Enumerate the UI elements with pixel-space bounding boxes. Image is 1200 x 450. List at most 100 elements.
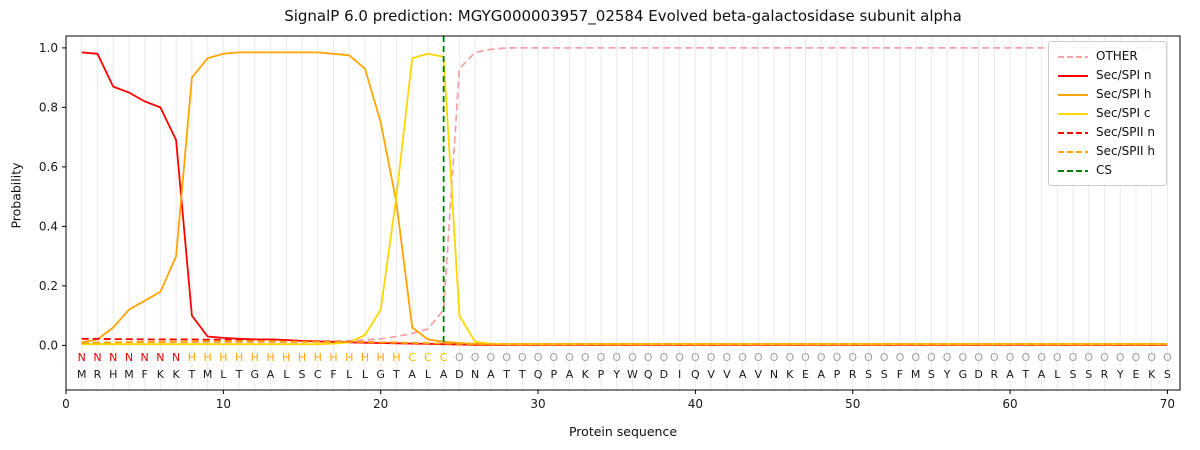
sequence-letter: A bbox=[267, 368, 275, 381]
sequence-letter: G bbox=[376, 368, 385, 381]
region-letter: N bbox=[141, 351, 149, 364]
y-tick-label: 1.0 bbox=[39, 41, 58, 55]
x-tick-label: 60 bbox=[1002, 397, 1017, 411]
region-letter: O bbox=[565, 351, 574, 364]
sequence-letter: A bbox=[566, 368, 574, 381]
sequence-letter: M bbox=[911, 368, 921, 381]
region-letter: O bbox=[675, 351, 684, 364]
region-letter: O bbox=[817, 351, 826, 364]
sequence-letter: I bbox=[678, 368, 681, 381]
sequence-letter: M bbox=[77, 368, 87, 381]
region-letter: N bbox=[172, 351, 180, 364]
region-letter: H bbox=[345, 351, 353, 364]
region-letter: O bbox=[864, 351, 873, 364]
x-tick-label: 70 bbox=[1160, 397, 1175, 411]
sequence-letter: P bbox=[834, 368, 841, 381]
region-letter: O bbox=[1084, 351, 1093, 364]
region-letter: O bbox=[896, 351, 905, 364]
region-letter: H bbox=[219, 351, 227, 364]
region-letter: H bbox=[266, 351, 274, 364]
legend-line-sample bbox=[1058, 55, 1088, 58]
region-letter: O bbox=[1132, 351, 1141, 364]
sequence-letter: H bbox=[109, 368, 117, 381]
sequence-letter: K bbox=[157, 368, 165, 381]
sequence-letter: A bbox=[440, 368, 448, 381]
legend-item-sec-spii-h: Sec/SPII h bbox=[1058, 144, 1155, 159]
chart-title: SignalP 6.0 prediction: MGYG000003957_02… bbox=[284, 7, 962, 25]
region-letter: H bbox=[361, 351, 369, 364]
sequence-letter: Q bbox=[691, 368, 700, 381]
y-tick-label: 0.2 bbox=[39, 279, 58, 293]
sequence-letter: N bbox=[770, 368, 778, 381]
sequence-letter: M bbox=[203, 368, 213, 381]
region-letter: O bbox=[455, 351, 464, 364]
region-letter: O bbox=[628, 351, 637, 364]
x-tick-label: 30 bbox=[530, 397, 545, 411]
legend-label: Sec/SPI c bbox=[1096, 106, 1151, 120]
region-letter: O bbox=[502, 351, 511, 364]
legend-label: CS bbox=[1096, 163, 1112, 177]
legend-label: Sec/SPII h bbox=[1096, 144, 1155, 158]
region-letter: O bbox=[738, 351, 747, 364]
sequence-letter: S bbox=[1164, 368, 1171, 381]
sequence-letter: K bbox=[1148, 368, 1156, 381]
sequence-letter: G bbox=[959, 368, 968, 381]
x-tick-label: 40 bbox=[688, 397, 703, 411]
region-letter: C bbox=[440, 351, 448, 364]
region-letter: O bbox=[612, 351, 621, 364]
y-tick-label: 0.4 bbox=[39, 219, 58, 233]
region-letter: N bbox=[125, 351, 133, 364]
region-letter: O bbox=[1021, 351, 1030, 364]
legend-item-sec-spi-c: Sec/SPI c bbox=[1058, 106, 1155, 121]
region-letter: O bbox=[911, 351, 920, 364]
sequence-letter: S bbox=[865, 368, 872, 381]
sequence-letter: T bbox=[235, 368, 243, 381]
plot-border bbox=[65, 35, 1181, 391]
sequence-letter: K bbox=[786, 368, 794, 381]
region-letter: O bbox=[691, 351, 700, 364]
region-letter: H bbox=[251, 351, 259, 364]
region-letter: N bbox=[93, 351, 101, 364]
sequence-letter: T bbox=[518, 368, 526, 381]
sequence-letter: Q bbox=[644, 368, 653, 381]
sequence-letter: K bbox=[582, 368, 590, 381]
sequence-letter: P bbox=[550, 368, 557, 381]
sequence-letter: T bbox=[502, 368, 510, 381]
sequence-letter: E bbox=[802, 368, 809, 381]
region-letter: O bbox=[534, 351, 543, 364]
sequence-letter: G bbox=[251, 368, 260, 381]
sequence-letter: K bbox=[173, 368, 181, 381]
sequence-letter: S bbox=[1070, 368, 1077, 381]
region-letter: O bbox=[770, 351, 779, 364]
region-letter: O bbox=[1163, 351, 1172, 364]
legend-item-sec-spi-h: Sec/SPI h bbox=[1058, 87, 1155, 102]
sequence-letter: R bbox=[94, 368, 102, 381]
sequence-letter: S bbox=[1085, 368, 1092, 381]
sequence-letter: T bbox=[188, 368, 196, 381]
region-letter: C bbox=[408, 351, 416, 364]
region-letter: O bbox=[959, 351, 968, 364]
region-letter: O bbox=[1116, 351, 1125, 364]
sequence-letter: A bbox=[1038, 368, 1046, 381]
sequence-letter: R bbox=[1101, 368, 1109, 381]
sequence-letter: L bbox=[283, 368, 290, 381]
region-letter: O bbox=[549, 351, 558, 364]
region-letter: H bbox=[377, 351, 385, 364]
region-letter: H bbox=[235, 351, 243, 364]
series-line-other bbox=[81, 47, 1168, 344]
sequence-letter: M bbox=[124, 368, 134, 381]
legend: OTHER Sec/SPI n Sec/SPI h Sec/SPI c Sec/SPII… bbox=[1048, 41, 1167, 186]
x-tick-label: 20 bbox=[373, 397, 388, 411]
region-letter: H bbox=[392, 351, 400, 364]
sequence-letter: A bbox=[817, 368, 825, 381]
sequence-letter: R bbox=[849, 368, 857, 381]
sequence-letter: Y bbox=[943, 368, 951, 381]
y-tick-label: 0.0 bbox=[39, 338, 58, 352]
y-tick-label: 0.6 bbox=[39, 160, 58, 174]
legend-item-other: OTHER bbox=[1058, 49, 1155, 64]
legend-label: Sec/SPI n bbox=[1096, 68, 1152, 82]
region-letter: C bbox=[424, 351, 432, 364]
legend-line-sample bbox=[1058, 169, 1088, 172]
legend-label: Sec/SPII n bbox=[1096, 125, 1155, 139]
